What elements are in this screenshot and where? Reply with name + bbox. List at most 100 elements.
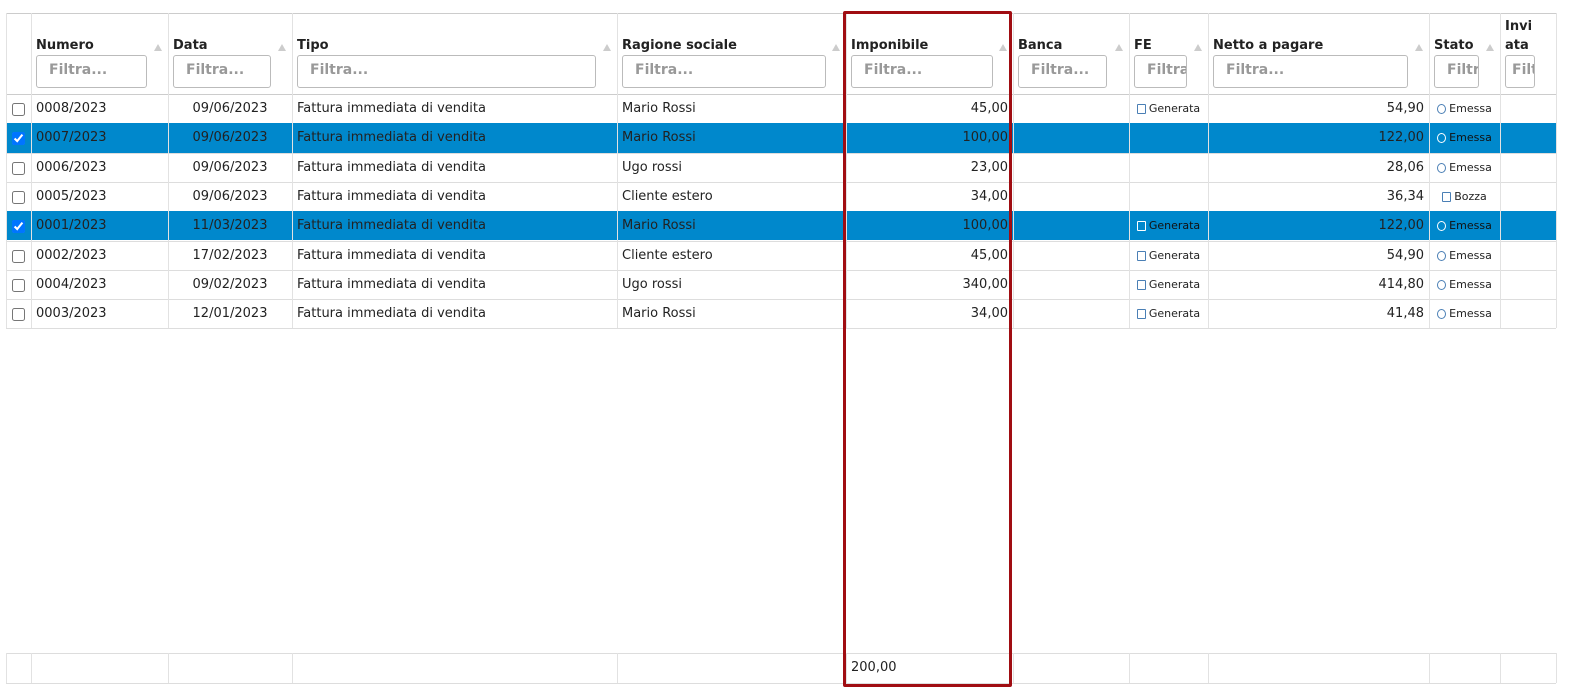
table-cell: Cliente estero [622,247,713,263]
table-cell: 0003/2023 [36,306,107,322]
sort-arrow [832,44,840,51]
status-text: Emessa [1449,102,1492,115]
row-border [6,328,1556,330]
footer-total: 200,00 [851,660,897,675]
fe-status: Generata [1129,299,1208,328]
table-cell: 0008/2023 [36,101,107,116]
status-icon [1437,250,1447,261]
column-header[interactable]: Imponibile [851,38,929,53]
table-cell: 0005/2023 [36,188,107,204]
column-header[interactable]: FE [1134,38,1152,53]
status-text: Generata [1148,277,1201,291]
table-cell: 0007/2023 [36,130,107,146]
filter-input[interactable]: Filtra... [1434,55,1479,88]
table-cell: 09/06/2023 [192,101,268,116]
invoice-status: Emessa [1429,270,1500,299]
table-cell: 23,00 [970,159,1008,175]
column-border [1500,13,1501,329]
filter-input[interactable]: Filtra... [1213,55,1408,88]
sort-arrow [999,44,1007,51]
table-cell: Mario Rossi [622,218,696,234]
table-cell: 0004/2023 [36,276,107,292]
status-icon [1442,191,1452,202]
table-cell: 54,90 [1386,101,1424,116]
status-icon [1437,279,1447,290]
invoice-status: Bozza [1429,182,1500,211]
table-cell: 09/02/2023 [192,276,268,292]
column-header[interactable]: Stato [1434,38,1474,53]
table-cell: Fattura immediata di vendita [297,306,486,322]
invoice-status: Emessa [1429,241,1500,270]
column-border [1208,13,1209,329]
column-border [1429,13,1430,329]
row-checkbox[interactable] [12,249,25,263]
status-text: Emessa [1449,219,1492,233]
filter-input[interactable]: Filtra... [851,55,993,88]
sort-arrow [1486,44,1494,51]
status-text: Generata [1148,102,1201,115]
table-cell: 36,34 [1386,188,1424,204]
column-header[interactable]: Inviata [1505,19,1533,53]
column-header[interactable]: Ragione sociale [622,38,737,53]
row-border [6,152,1556,154]
column-border [846,653,847,683]
status-text: Emessa [1449,131,1492,145]
sort-arrow [603,44,611,51]
status-text: Emessa [1449,307,1492,321]
column-border [292,653,293,683]
column-border [292,13,293,329]
filter-input[interactable]: Filtra... [36,55,147,88]
table-cell: 11/03/2023 [192,218,268,234]
status-text: Generata [1148,307,1201,321]
column-header[interactable]: Tipo [297,38,329,53]
table-cell: Mario Rossi [622,130,696,146]
filter-input[interactable]: Filtra... [1018,55,1107,88]
fe-status: Generata [1129,270,1208,299]
column-highlight-frame [843,11,1012,687]
column-border [1429,653,1430,683]
header-border [6,13,1556,14]
table-cell: Fattura immediata di vendita [297,276,486,292]
filter-input[interactable]: Filtra... [173,55,271,88]
row-highlight [6,123,1556,153]
table-cell: 340,00 [962,276,1009,292]
status-icon [1136,309,1146,320]
column-border [31,653,32,683]
row-checkbox[interactable] [12,132,25,146]
column-border [31,13,32,329]
column-header[interactable]: Banca [1018,38,1063,53]
status-icon [1437,309,1447,320]
status-icon [1437,221,1447,232]
table-cell: 45,00 [970,247,1008,263]
filter-input[interactable]: Filtra... [622,55,826,88]
table-cell: 122,00 [1378,218,1425,234]
filter-input[interactable]: Filtra... [1505,55,1535,88]
status-text: Generata [1148,219,1201,233]
row-checkbox[interactable] [12,220,25,234]
filter-input[interactable]: Filtra... [297,55,596,88]
column-border [1129,13,1130,329]
column-border [1500,653,1501,683]
row-checkbox[interactable] [12,161,25,175]
table-cell: Fattura immediata di vendita [297,159,486,175]
column-header[interactable]: Numero [36,38,94,53]
row-checkbox[interactable] [12,190,25,204]
invoice-status: Emessa [1429,299,1500,328]
row-checkbox[interactable] [12,278,25,292]
column-header[interactable]: Netto a pagare [1213,38,1324,53]
row-border [6,269,1556,271]
fe-status: Generata [1129,241,1208,270]
table-cell: 34,00 [970,188,1008,204]
table-cell: Mario Rossi [622,306,696,322]
fe-status: Generata [1129,94,1208,123]
table-cell: Fattura immediata di vendita [297,247,486,263]
footer-border [6,683,1556,684]
table-cell: 100,00 [962,130,1009,146]
row-border [6,240,1556,242]
column-header[interactable]: Data [173,38,208,53]
table-cell: 54,90 [1386,247,1424,263]
filter-input[interactable]: Filtra... [1134,55,1187,88]
status-icon [1437,133,1447,144]
row-checkbox[interactable] [12,103,25,116]
row-checkbox[interactable] [12,308,25,322]
